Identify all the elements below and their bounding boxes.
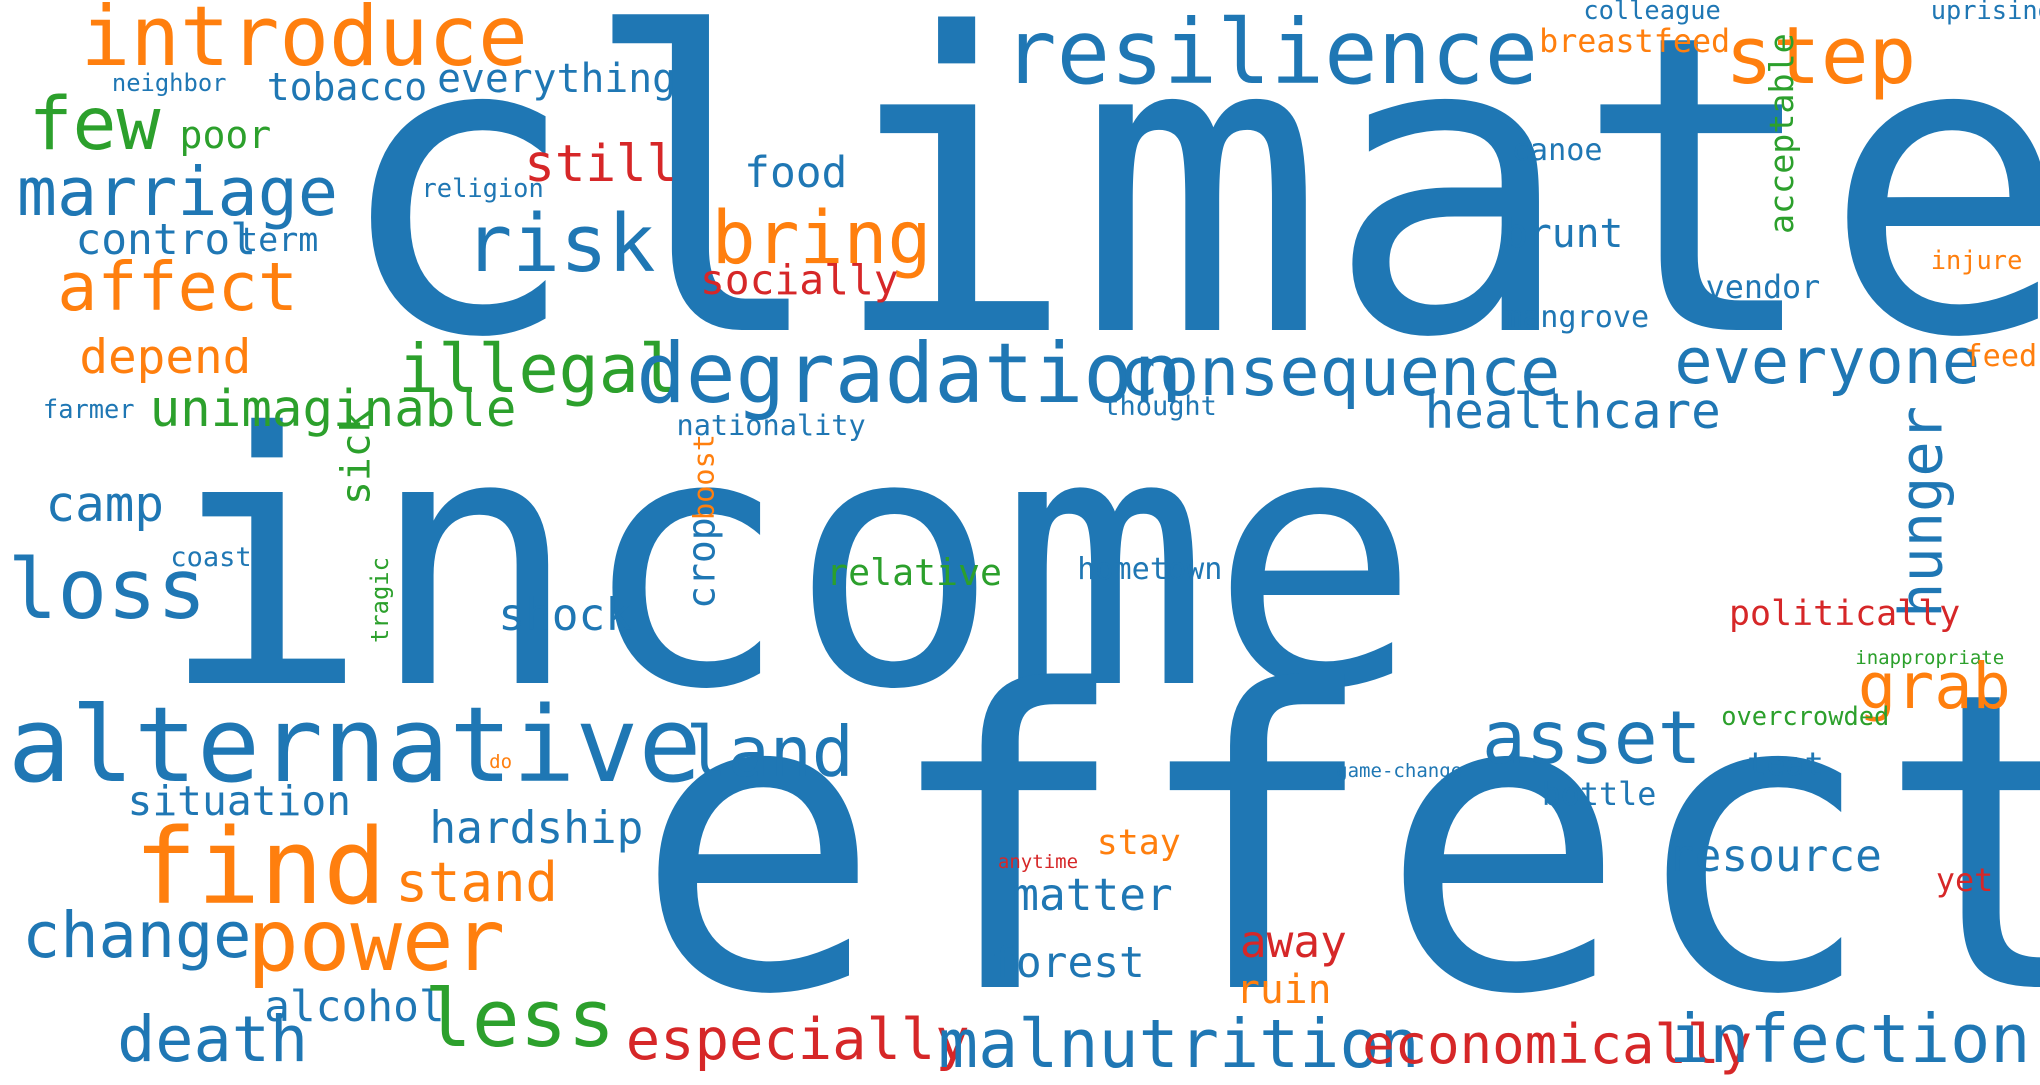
word-matter: matter [1012, 870, 1173, 922]
word-change: change [22, 897, 252, 972]
word-degradation: degradation [636, 326, 1183, 423]
word-still: still [524, 133, 678, 193]
word-uprising: uprising [1930, 0, 2040, 25]
word-infection: infection [1669, 1000, 2031, 1079]
word-colleague: colleague [1583, 0, 1721, 25]
word-consequence: consequence [1118, 332, 1561, 411]
word-camp: camp [45, 474, 164, 533]
word-term: term [238, 220, 319, 260]
word-game-change: game-change [1336, 759, 1463, 782]
word-step: step [1725, 9, 1917, 103]
word-thought: thought [1103, 391, 1217, 423]
word-inappropriate: inappropriate [1855, 646, 2005, 669]
word-everything: everything [437, 56, 676, 103]
word-bottle: bottle [1541, 777, 1657, 814]
word-unimaginable: unimaginable [149, 379, 517, 439]
word-feed: feed [1964, 339, 2038, 375]
word-teat: teat [1747, 747, 1824, 784]
word-loss: loss [7, 542, 207, 639]
word-neighbor: neighbor [111, 69, 227, 97]
word-death: death [117, 1001, 309, 1076]
word-mangrove: mangrove [1503, 300, 1650, 336]
word-breastfeed: breastfeed [1539, 24, 1731, 61]
word-coast: coast [170, 541, 252, 573]
word-effect: effect [633, 605, 2040, 1085]
word-resilience: resilience [1003, 0, 1539, 104]
word-climate: climate [331, 0, 2040, 429]
word-vendor: vendor [1705, 269, 1821, 306]
word-forest: forest [990, 937, 1145, 988]
word-crop: crop [679, 517, 724, 609]
word-yet: yet [1935, 863, 1994, 900]
word-farmer: farmer [42, 394, 135, 425]
word-overcrowded: overcrowded [1721, 701, 1890, 732]
word-introduce: introduce [80, 0, 528, 86]
word-nationality: nationality [676, 408, 866, 443]
word-hardship: hardship [429, 802, 644, 854]
word-relative: relative [826, 550, 1002, 594]
word-boost: boost [686, 434, 721, 521]
word-illegal: illegal [398, 330, 680, 409]
word-acceptable: acceptable [1762, 33, 1802, 235]
word-brunt: brunt [1503, 210, 1624, 257]
word-ruin: ruin [1235, 966, 1332, 1013]
word-asset: asset [1481, 696, 1702, 782]
word-economically: economically [1362, 1012, 1752, 1076]
word-shock: shock [498, 590, 633, 642]
word-healthcare: healthcare [1424, 382, 1721, 441]
word-power: power [247, 891, 506, 992]
word-depend: depend [79, 329, 252, 385]
word-politically: politically [1729, 593, 1961, 634]
word-bring: bring [711, 195, 932, 281]
word-stay: stay [1096, 822, 1181, 863]
word-religion: religion [421, 172, 544, 203]
word-income: income [158, 359, 1421, 766]
word-hometown: hometown [1077, 552, 1223, 588]
word-injure: injure [1930, 244, 2023, 275]
word-tragic: tragic [365, 556, 394, 643]
word-less: less [424, 972, 616, 1066]
word-find: find [134, 806, 387, 929]
word-alcohol: alcohol [264, 982, 445, 1033]
word-hunger: hunger [1886, 405, 1956, 618]
word-alternative: alternative [7, 684, 702, 807]
word-marriage: marriage [16, 153, 338, 232]
word-socially: socially [699, 256, 899, 305]
word-affect: affect [57, 248, 299, 327]
word-land: land [685, 712, 854, 794]
word-especially: especially [625, 1007, 970, 1074]
word-tobacco: tobacco [266, 65, 428, 110]
word-sick: sick [333, 409, 380, 505]
word-situation: situation [127, 776, 352, 825]
word-stand: stand [395, 851, 558, 915]
word-malnutrition: malnutrition [938, 1005, 1420, 1084]
word-grab: grab [1857, 649, 2011, 724]
word-anytime: anytime [997, 851, 1079, 874]
word-control: control [75, 214, 257, 265]
word-away: away [1239, 917, 1347, 969]
word-poor: poor [179, 113, 272, 158]
word-canoe: canoe [1511, 133, 1603, 169]
word-resource: resource [1667, 831, 1882, 883]
word-food: food [744, 148, 848, 199]
word-risk: risk [464, 196, 656, 290]
word-do: do [489, 750, 513, 773]
word-few: few [28, 82, 161, 168]
word-everyone: everyone [1674, 323, 1981, 398]
